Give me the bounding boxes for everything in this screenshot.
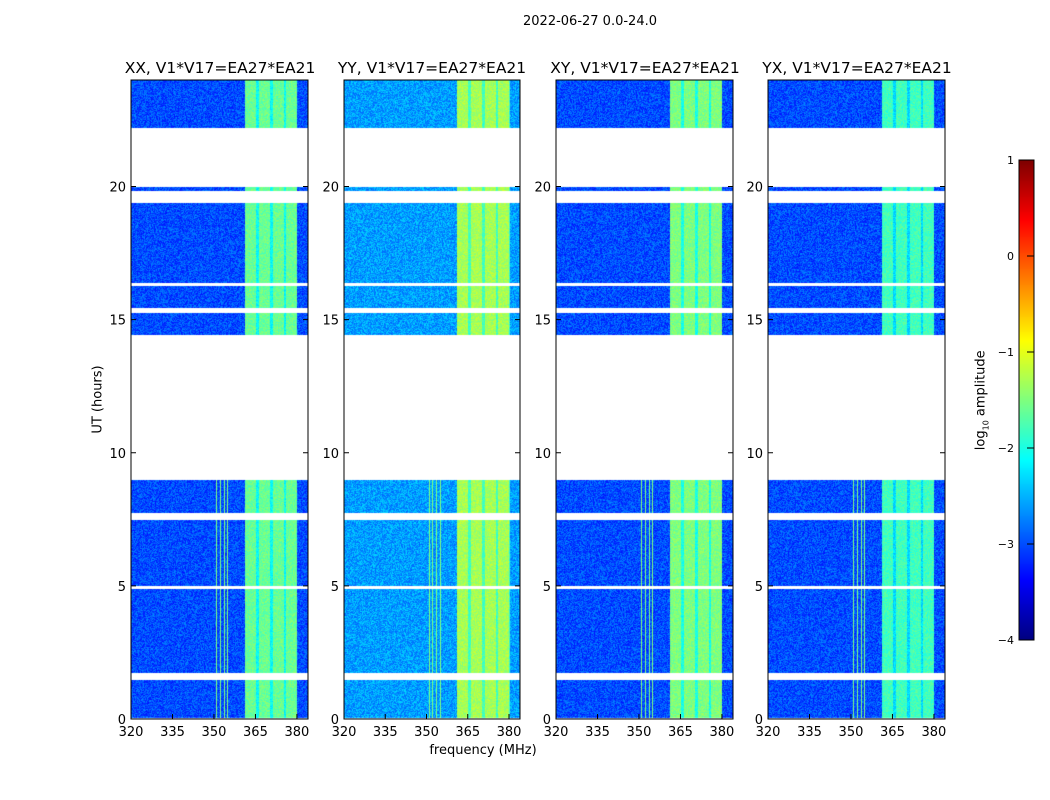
panel-title-xx: XX, V1*V17=EA27*EA21: [124, 59, 316, 77]
heatmap-xx: [131, 80, 308, 719]
panel-frame: [555, 79, 734, 720]
y-tick-label: 15: [322, 314, 339, 329]
y-tick-label: 0: [755, 713, 763, 728]
x-tick-label: 365: [455, 725, 480, 740]
panel-title-yy: YY, V1*V17=EA27*EA21: [337, 59, 527, 77]
figure-title: 2022-06-27 0.0-24.0: [523, 14, 657, 29]
x-tick-label: 320: [544, 725, 569, 740]
panel-title-xy: XY, V1*V17=EA27*EA21: [550, 59, 740, 77]
y-tick-label: 20: [322, 181, 339, 196]
x-tick-label: 350: [839, 725, 864, 740]
x-tick-label: 380: [710, 725, 735, 740]
heatmap-xy: [556, 80, 733, 719]
x-tick-label: 380: [922, 725, 947, 740]
colorbar-label-main: log: [973, 430, 989, 451]
panel-frame: [343, 79, 521, 720]
x-tick-label: 320: [756, 725, 781, 740]
x-tick-label: 365: [668, 725, 693, 740]
y-tick-label: 0: [331, 713, 339, 728]
panel-frame: [130, 79, 309, 720]
colorbar-tick-label: 0: [1007, 250, 1014, 263]
x-tick-label: 320: [119, 725, 144, 740]
colorbar-tick-label: −1: [998, 346, 1014, 359]
x-tick-label: 350: [414, 725, 439, 740]
colorbar-frame: [1018, 159, 1035, 641]
y-tick-label: 0: [118, 713, 126, 728]
heatmap-yy: [344, 80, 520, 719]
x-axis-label: frequency (MHz): [429, 743, 537, 758]
x-tick-label: 320: [332, 725, 357, 740]
y-tick-label: 5: [118, 580, 126, 595]
colorbar-label-rest: amplitude: [973, 350, 989, 421]
y-tick-label: 15: [746, 314, 763, 329]
x-tick-label: 335: [797, 725, 822, 740]
y-tick-label: 15: [534, 314, 551, 329]
x-tick-label: 335: [160, 725, 185, 740]
y-tick-label: 10: [746, 447, 763, 462]
x-tick-label: 365: [243, 725, 268, 740]
y-tick-label: 20: [109, 181, 126, 196]
colorbar-label: log10 amplitude: [974, 340, 991, 460]
colorbar-tick-label: −4: [998, 634, 1014, 647]
colorbar-tick-label: −3: [998, 538, 1014, 551]
x-tick-label: 380: [497, 725, 522, 740]
panel-title-yx: YX, V1*V17=EA27*EA21: [762, 59, 952, 77]
colorbar-label-sub: 10: [981, 420, 991, 431]
y-tick-label: 5: [543, 580, 551, 595]
x-tick-label: 380: [285, 725, 310, 740]
y-tick-label: 15: [109, 314, 126, 329]
x-tick-label: 335: [373, 725, 398, 740]
heatmap-yx: [768, 80, 945, 719]
y-tick-label: 0: [543, 713, 551, 728]
y-tick-label: 5: [755, 580, 763, 595]
panel-frame: [767, 79, 946, 720]
x-tick-label: 350: [202, 725, 227, 740]
x-tick-label: 365: [880, 725, 905, 740]
y-tick-label: 10: [534, 447, 551, 462]
y-tick-label: 5: [331, 580, 339, 595]
y-tick-label: 10: [322, 447, 339, 462]
y-axis-label: UT (hours): [90, 365, 106, 434]
y-tick-label: 20: [534, 181, 551, 196]
y-tick-label: 10: [109, 447, 126, 462]
colorbar: [1019, 160, 1034, 640]
colorbar-tick-label: −2: [998, 442, 1014, 455]
colorbar-tick-label: 1: [1007, 154, 1014, 167]
x-tick-label: 350: [627, 725, 652, 740]
x-tick-label: 335: [585, 725, 610, 740]
y-tick-label: 20: [746, 181, 763, 196]
